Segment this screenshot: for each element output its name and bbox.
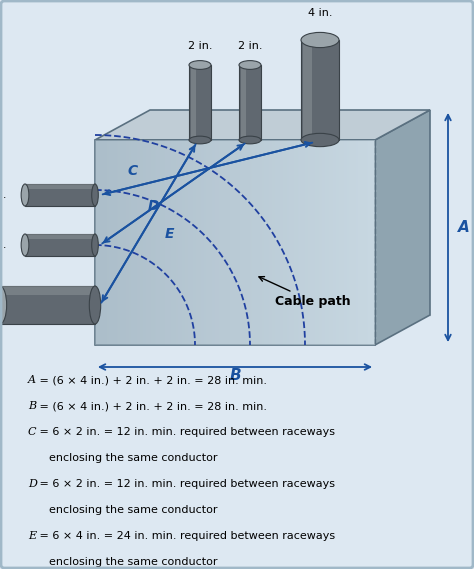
Bar xyxy=(25,234,95,256)
Text: B: B xyxy=(28,401,36,411)
Ellipse shape xyxy=(91,184,98,206)
Ellipse shape xyxy=(301,133,339,147)
Text: = (6 × 4 in.) + 2 in. + 2 in. = 28 in. min.: = (6 × 4 in.) + 2 in. + 2 in. = 28 in. m… xyxy=(36,375,267,385)
Bar xyxy=(25,184,95,189)
Ellipse shape xyxy=(189,61,211,69)
Text: = 6 × 4 in. = 24 in. min. required between raceways: = 6 × 4 in. = 24 in. min. required betwe… xyxy=(36,531,335,541)
Bar xyxy=(241,65,246,140)
Ellipse shape xyxy=(301,32,339,48)
Ellipse shape xyxy=(239,136,261,144)
Bar xyxy=(191,65,196,140)
Bar xyxy=(301,40,339,140)
Bar xyxy=(0,286,95,295)
Polygon shape xyxy=(95,140,375,345)
Bar xyxy=(0,286,95,324)
Text: C: C xyxy=(28,427,36,437)
Bar xyxy=(25,184,95,206)
Text: enclosing the same conductor: enclosing the same conductor xyxy=(28,453,218,463)
Text: 2 in.: 2 in. xyxy=(238,41,262,51)
Bar xyxy=(303,40,312,140)
Polygon shape xyxy=(95,110,430,140)
Text: = 6 × 2 in. = 12 in. min. required between raceways: = 6 × 2 in. = 12 in. min. required betwe… xyxy=(36,427,335,437)
Text: 2 in.: 2 in. xyxy=(0,190,7,200)
Text: A: A xyxy=(458,220,470,234)
Text: enclosing the same conductor: enclosing the same conductor xyxy=(28,557,218,567)
Bar xyxy=(189,65,211,140)
Text: enclosing the same conductor: enclosing the same conductor xyxy=(28,505,218,515)
Text: D: D xyxy=(28,479,37,489)
Text: C: C xyxy=(128,164,138,178)
Bar xyxy=(239,65,261,140)
Polygon shape xyxy=(375,110,430,345)
Ellipse shape xyxy=(21,234,29,256)
Ellipse shape xyxy=(189,136,211,144)
Text: 2 in.: 2 in. xyxy=(188,41,212,51)
Bar xyxy=(25,234,95,239)
Text: = (6 × 4 in.) + 2 in. + 2 in. = 28 in. min.: = (6 × 4 in.) + 2 in. + 2 in. = 28 in. m… xyxy=(36,401,267,411)
Ellipse shape xyxy=(239,61,261,69)
Ellipse shape xyxy=(89,286,100,324)
Text: 4 in.: 4 in. xyxy=(308,8,332,18)
Text: 2 in.: 2 in. xyxy=(0,240,7,250)
Text: E: E xyxy=(28,531,36,541)
Text: Cable path: Cable path xyxy=(259,277,351,308)
Text: E: E xyxy=(165,227,174,241)
Text: B: B xyxy=(229,368,241,383)
Ellipse shape xyxy=(21,184,29,206)
Text: A: A xyxy=(28,375,36,385)
Text: = 6 × 2 in. = 12 in. min. required between raceways: = 6 × 2 in. = 12 in. min. required betwe… xyxy=(36,479,335,489)
Ellipse shape xyxy=(91,234,98,256)
Text: D: D xyxy=(148,199,159,213)
Ellipse shape xyxy=(0,286,7,324)
